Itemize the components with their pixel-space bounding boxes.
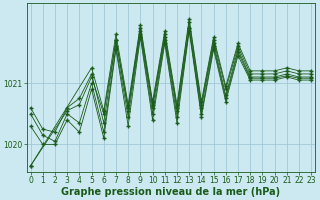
X-axis label: Graphe pression niveau de la mer (hPa): Graphe pression niveau de la mer (hPa) (61, 187, 280, 197)
